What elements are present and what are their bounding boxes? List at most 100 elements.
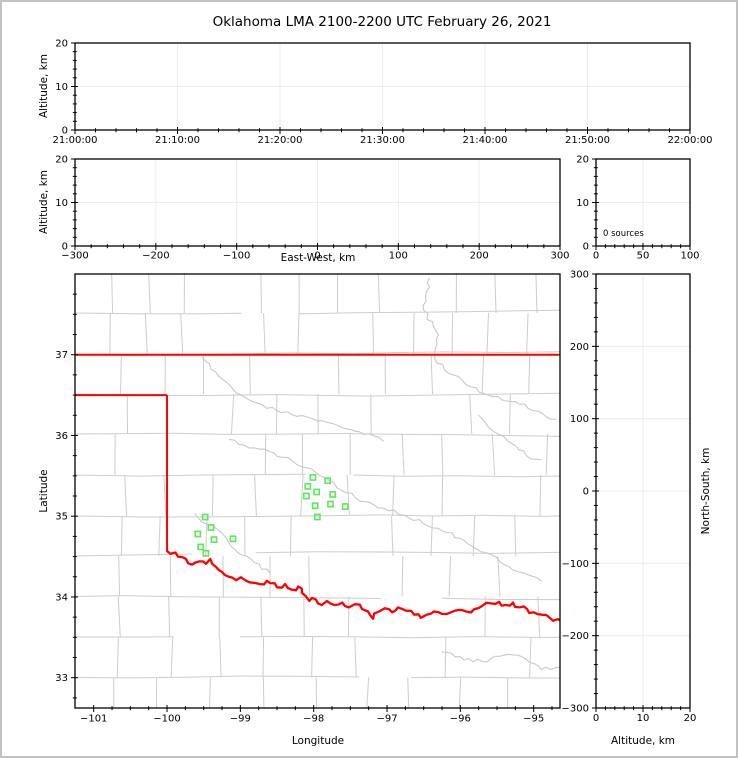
county-line (448, 433, 507, 436)
river-line (422, 277, 557, 420)
county-line (172, 432, 226, 435)
lma-station-marker (313, 513, 321, 521)
latitude-tick-label: 34 (55, 592, 68, 603)
hist-x-tick-label: 100 (680, 251, 699, 262)
latitude-tick-label: 33 (55, 673, 68, 684)
county-line (254, 474, 257, 517)
ew-panel-altitude-label: Altitude, km (38, 169, 50, 235)
county-line (436, 551, 490, 554)
county-line (444, 636, 447, 678)
ns-y-tick-label: 200 (570, 342, 589, 353)
time-height-panel (74, 42, 691, 131)
ew-tick-label: 200 (470, 251, 489, 262)
lma-station-marker (329, 490, 337, 498)
county-line (494, 274, 497, 314)
county-line (539, 474, 542, 517)
county-line (117, 596, 121, 638)
ew-tick-label: −300 (61, 251, 88, 262)
ns-y-tick-label: −100 (562, 559, 589, 570)
county-line (239, 635, 293, 638)
county-line (75, 312, 134, 315)
county-line (116, 636, 119, 678)
county-line (257, 515, 325, 517)
county-line (506, 434, 560, 437)
county-line (260, 274, 262, 314)
county-line (324, 514, 384, 517)
county-line (222, 555, 224, 597)
county-line (445, 351, 510, 354)
county-line (75, 515, 145, 518)
ew-tick-label: −100 (223, 251, 250, 262)
latitude-tick-label: 35 (55, 512, 68, 523)
county-line (391, 515, 394, 557)
county-line (263, 312, 266, 355)
county-line (458, 677, 462, 708)
county-line (158, 515, 161, 557)
ew-height-panel (74, 158, 561, 247)
county-line (298, 312, 356, 315)
time-tick-label: 21:10:00 (155, 135, 200, 146)
county-line (123, 595, 189, 598)
county-line (192, 474, 252, 476)
county-line (377, 274, 381, 314)
county-line (529, 636, 532, 678)
county-line (372, 312, 375, 355)
county-line (342, 432, 404, 435)
time-tick-label: 21:40:00 (463, 135, 508, 146)
county-line (205, 515, 208, 557)
lma-station-marker (313, 488, 321, 496)
hist-x-tick-label: 50 (637, 251, 650, 262)
county-line (128, 553, 192, 556)
river-line (478, 414, 542, 461)
county-line (297, 312, 300, 355)
ew-tick-label: 300 (550, 251, 569, 262)
county-line (219, 636, 222, 678)
county-line (168, 596, 171, 638)
county-line (491, 433, 496, 476)
lma-station-marker (197, 543, 205, 551)
county-line (289, 515, 292, 557)
latitude-tick-label: 37 (55, 350, 68, 361)
hist-y-tick-label: 20 (576, 155, 589, 166)
longitude-axis-label: Longitude (291, 735, 345, 747)
latitude-axis-label: Latitude (38, 469, 50, 513)
county-line (252, 596, 319, 599)
county-line (370, 394, 421, 397)
county-line (337, 354, 340, 395)
county-line (397, 351, 446, 354)
state-border (75, 353, 560, 622)
ew-tick-label: 0 (314, 251, 320, 262)
county-line (420, 393, 479, 396)
county-line (255, 551, 317, 554)
county-line (404, 311, 462, 313)
county-line (497, 555, 501, 597)
lma-station-marker (309, 474, 317, 481)
county-line (486, 312, 489, 355)
county-line (111, 274, 114, 314)
county-line (170, 636, 174, 678)
map-panel (74, 273, 561, 709)
county-line (357, 636, 414, 639)
county-line (180, 312, 184, 355)
county-line (260, 596, 263, 638)
ew-tick-label: −200 (142, 251, 169, 262)
county-line (483, 514, 545, 517)
county-line (249, 354, 251, 395)
sources-count-label: 0 sources (603, 229, 644, 239)
county-line (413, 636, 476, 639)
river-line (441, 651, 560, 671)
county-line (144, 312, 148, 355)
county-line (526, 312, 529, 355)
county-line (441, 474, 444, 517)
lma-station-marker (324, 477, 332, 485)
county-line (308, 555, 310, 597)
county-line (489, 551, 560, 554)
latitude-tick-label: 36 (55, 431, 68, 442)
ns-height-panel (595, 273, 691, 709)
county-line (120, 354, 122, 395)
county-line (351, 352, 398, 355)
county-line (509, 351, 560, 354)
ns-y-tick-label: 300 (570, 270, 589, 281)
